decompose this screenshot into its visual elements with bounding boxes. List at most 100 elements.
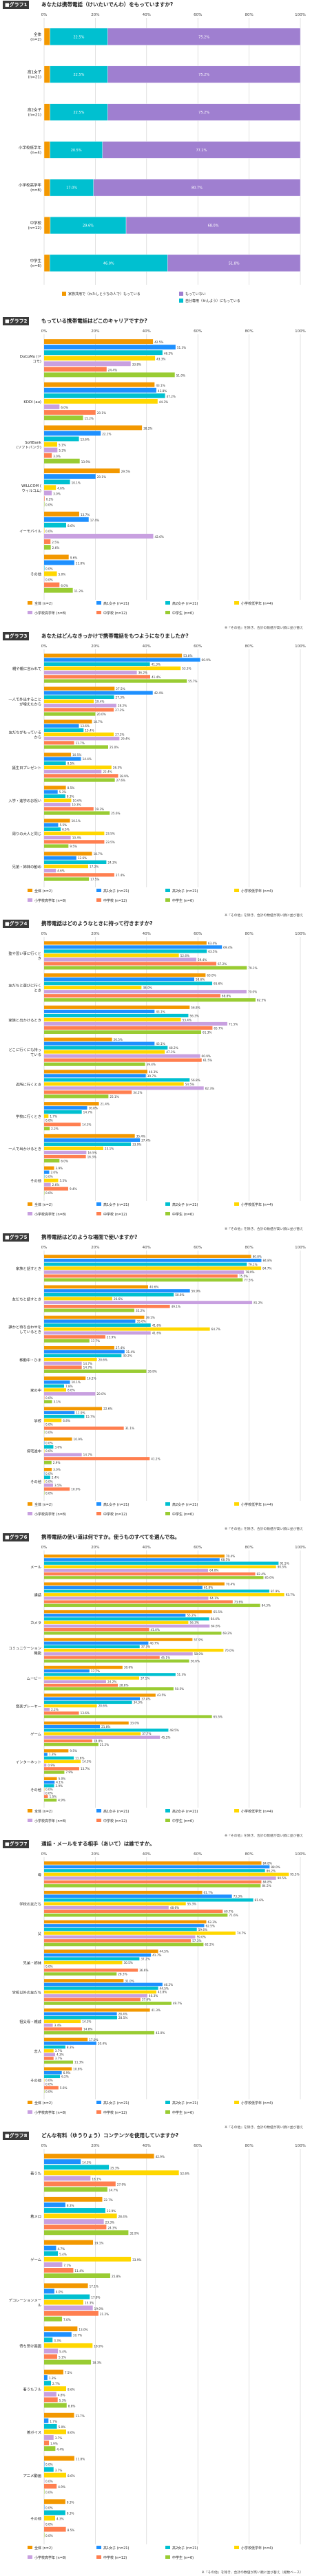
chart-title: どんな有料（ゆうりょう）コンテンツを使用していますか? bbox=[41, 2132, 179, 2139]
category-label: その他 bbox=[30, 1787, 42, 1793]
legend-label: 中学校 (n=12) bbox=[103, 2555, 127, 2560]
data-label: 23.1% bbox=[105, 1147, 114, 1150]
legend-label: 小学校高学年 (n=8) bbox=[34, 1819, 66, 1823]
data-label: 24.3% bbox=[107, 861, 116, 864]
data-label: 0.0% bbox=[45, 567, 53, 571]
category-label: 移動中・ひま bbox=[19, 1357, 41, 1363]
bar bbox=[44, 2435, 54, 2440]
bar bbox=[44, 671, 137, 675]
data-label: 41.2% bbox=[151, 1457, 160, 1460]
data-label: 0.0% bbox=[45, 1442, 53, 1445]
data-label: 26.3% bbox=[113, 766, 122, 770]
bar bbox=[44, 798, 72, 803]
bar bbox=[44, 339, 154, 344]
tick-label: 0% bbox=[41, 645, 48, 649]
data-label: 43.8% bbox=[158, 1991, 167, 1994]
legend-label: 中学生 (n=6) bbox=[172, 611, 194, 616]
data-label: 28.9% bbox=[120, 775, 129, 778]
bar bbox=[44, 869, 56, 873]
data-label: 43.5% bbox=[157, 1693, 166, 1697]
legend-label: 中学校 (n=12) bbox=[103, 2110, 127, 2115]
data-label: 8.5% bbox=[68, 761, 75, 765]
bar bbox=[44, 1739, 92, 1743]
bar bbox=[44, 2225, 107, 2230]
data-label: 1.3% bbox=[49, 1753, 56, 1756]
bar bbox=[44, 724, 79, 728]
data-label: 6.5% bbox=[62, 827, 70, 831]
data-label: 79.0% bbox=[248, 991, 257, 994]
bar bbox=[44, 1441, 45, 1445]
data-label: 44.3% bbox=[159, 400, 168, 404]
bar bbox=[44, 2348, 59, 2354]
bar bbox=[44, 2075, 61, 2079]
bar bbox=[44, 708, 114, 712]
legend-label: 高2女子 (n=21) bbox=[172, 889, 198, 894]
bar bbox=[44, 1724, 101, 1729]
data-label: 55.7% bbox=[188, 680, 197, 683]
bar bbox=[44, 1297, 112, 1301]
bar bbox=[44, 1949, 158, 1953]
chart-title: 携帯電話はどのような場面で使いますか? bbox=[41, 1234, 138, 1240]
data-label: 90.5% bbox=[278, 1876, 287, 1880]
data-label: 5.6% bbox=[60, 2086, 68, 2090]
data-label: 3.7% bbox=[55, 2057, 63, 2060]
legend-label: 小学校低学年 (n=4) bbox=[241, 1809, 273, 1814]
bar bbox=[44, 2273, 110, 2278]
bar bbox=[44, 1965, 45, 1969]
data-label: 5.0% bbox=[59, 2425, 66, 2429]
bar bbox=[44, 1005, 190, 1009]
category-label: が増えたから bbox=[19, 702, 41, 707]
data-label: 17.4% bbox=[90, 519, 99, 522]
data-label: 61.7% bbox=[204, 1891, 213, 1894]
bar bbox=[44, 998, 256, 1002]
data-label: 3.0% bbox=[53, 455, 61, 458]
data-label: 63.5% bbox=[208, 950, 217, 953]
bar bbox=[44, 1982, 163, 1987]
bar bbox=[44, 2526, 66, 2532]
bar bbox=[44, 2181, 116, 2187]
category-label: 学校に行くとき bbox=[16, 1114, 41, 1119]
category-label: 機能 bbox=[34, 1650, 41, 1656]
data-label: 10.4% bbox=[72, 836, 81, 840]
bar bbox=[44, 1942, 204, 1947]
data-label: 0.9% bbox=[48, 1764, 55, 1767]
category-label: 友だちと話すとき bbox=[12, 1296, 41, 1301]
data-label: 61.8% bbox=[204, 1586, 213, 1590]
legend-swatch bbox=[165, 1819, 170, 1822]
legend-label: 高1女子 (n=21) bbox=[103, 889, 129, 894]
data-label: 16.5% bbox=[87, 1151, 96, 1154]
data-label: 0.0% bbox=[45, 1175, 53, 1178]
legend-label: もっていない bbox=[185, 292, 206, 296]
bar bbox=[44, 1673, 176, 1676]
legend-swatch bbox=[96, 898, 101, 902]
bar bbox=[44, 2299, 83, 2305]
bar bbox=[44, 1593, 285, 1597]
bar bbox=[44, 565, 45, 571]
data-label: 46.0% bbox=[103, 261, 114, 266]
chart-svg: 0% 20% 40% 60% 80% 100% 着うた 42.9% 14.3% 25.3% 52.6… bbox=[9, 2144, 306, 2575]
bar bbox=[44, 1319, 136, 1323]
data-label: 3.9% bbox=[56, 1784, 63, 1788]
bar bbox=[44, 1927, 197, 1931]
chart-title-tag: ■グラフ3 bbox=[3, 632, 30, 640]
bar bbox=[44, 860, 107, 864]
bar-segment bbox=[43, 103, 50, 121]
data-label: 60.9% bbox=[202, 1054, 211, 1058]
bar bbox=[44, 1114, 49, 1118]
bar bbox=[44, 1491, 45, 1495]
data-label: 50.6% bbox=[175, 1293, 184, 1297]
data-label: 42.6% bbox=[154, 535, 163, 539]
legend-swatch bbox=[234, 889, 239, 892]
bar bbox=[44, 1134, 135, 1138]
data-label: 4.9% bbox=[58, 1799, 65, 1802]
bar bbox=[44, 1585, 203, 1590]
bar bbox=[44, 2429, 66, 2434]
chart-section-g1: ■グラフ1 あなたは携帯電話（けいたいでんわ）をもっていますか? 0% 20% 40% 6… bbox=[0, 0, 310, 316]
bar bbox=[44, 1170, 50, 1174]
data-label: 8.6% bbox=[68, 2388, 75, 2391]
bar bbox=[44, 1890, 203, 1894]
data-label: 11.9% bbox=[76, 1411, 85, 1414]
data-label: 14.3% bbox=[82, 2020, 91, 2023]
data-label: 38.0% bbox=[143, 986, 152, 990]
legend-swatch bbox=[165, 601, 170, 605]
